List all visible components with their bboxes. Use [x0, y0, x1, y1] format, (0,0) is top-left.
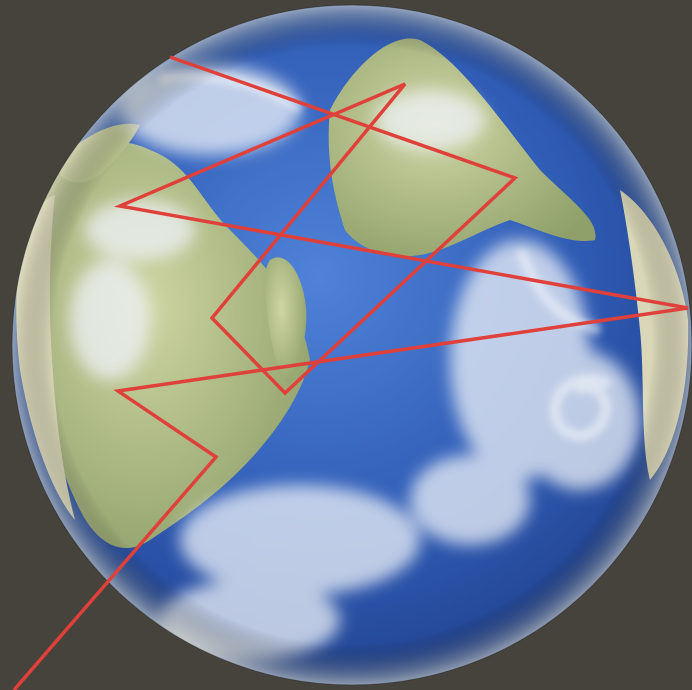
- globe-limb: [12, 5, 692, 685]
- route-path: [12, 55, 689, 690]
- globe-outline: [11, 4, 692, 686]
- globe: [12, 5, 692, 685]
